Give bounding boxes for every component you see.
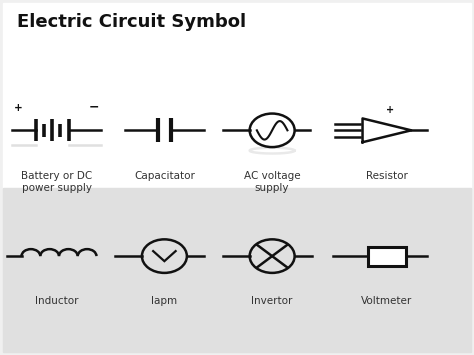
FancyBboxPatch shape — [368, 246, 406, 266]
Text: Battery or DC
power supply: Battery or DC power supply — [21, 170, 92, 193]
Text: Resistor: Resistor — [366, 170, 408, 180]
Bar — [3, 188, 471, 352]
Text: +: + — [13, 103, 22, 113]
Text: Capacitator: Capacitator — [134, 170, 195, 180]
Text: Invertor: Invertor — [251, 296, 293, 306]
Text: Voltmeter: Voltmeter — [361, 296, 412, 306]
Text: AC voltage
supply: AC voltage supply — [244, 170, 301, 193]
Text: −: − — [89, 100, 100, 113]
Text: Electric Circuit Symbol: Electric Circuit Symbol — [17, 13, 246, 31]
Bar — [3, 3, 471, 188]
Text: Iapm: Iapm — [151, 296, 177, 306]
Text: Inductor: Inductor — [35, 296, 78, 306]
Text: +: + — [386, 105, 394, 115]
